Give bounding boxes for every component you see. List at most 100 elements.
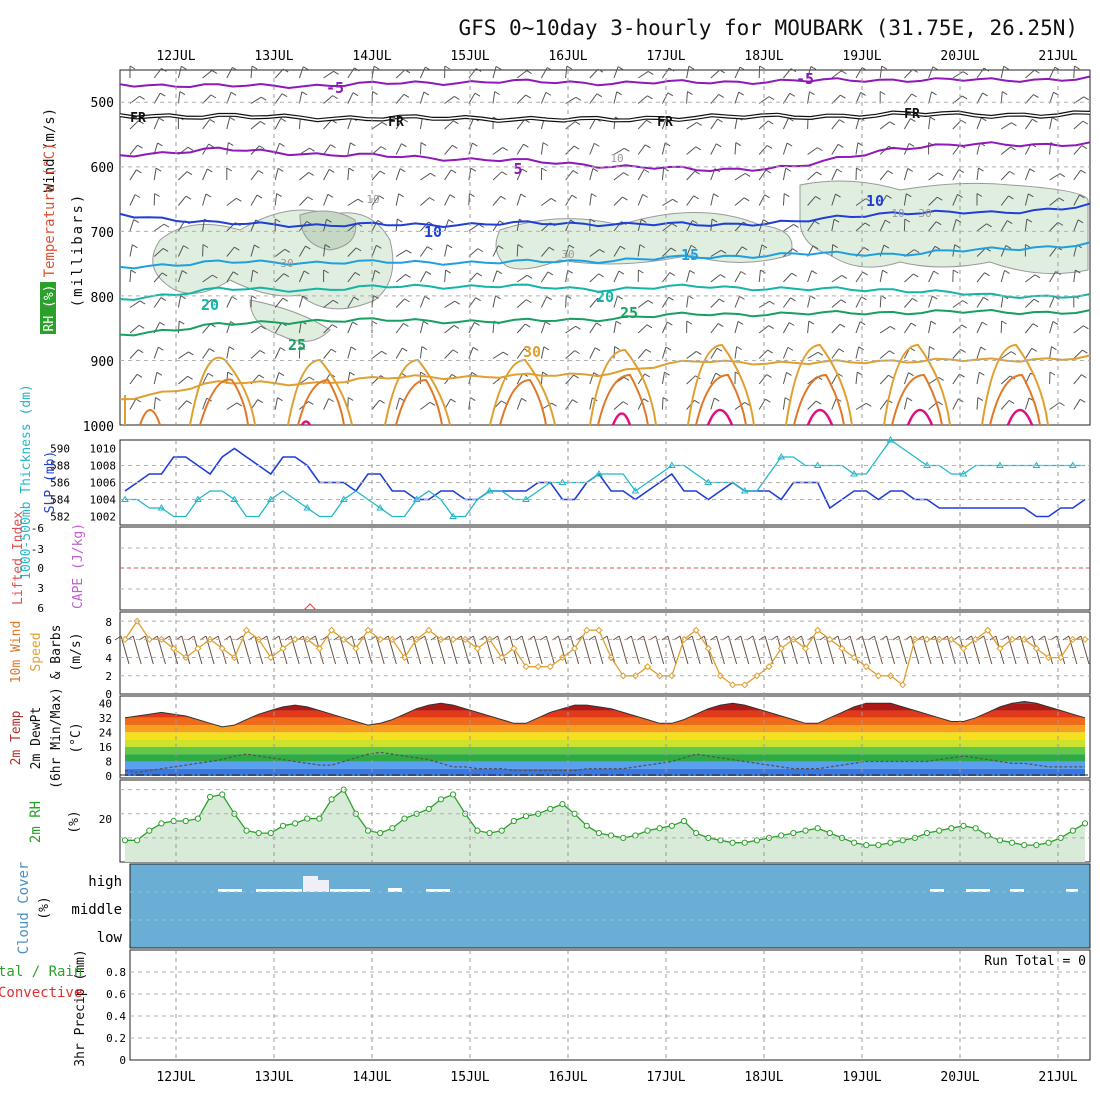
wind-barb-flag <box>548 246 555 251</box>
wind-barb <box>178 400 187 410</box>
wind-barb-flag <box>257 169 264 174</box>
wind-barb <box>492 220 500 232</box>
wind-barb <box>589 118 597 130</box>
lifted-index-ticks: -6 -3 0 3 6 <box>31 522 44 615</box>
wind-barb <box>540 372 543 385</box>
surface-barb <box>242 635 251 665</box>
wind-barb-flag <box>906 397 913 402</box>
wind-barb-flag <box>696 351 702 355</box>
surface-barb <box>521 635 531 665</box>
isotherm-label: 25 <box>288 336 306 354</box>
wind-barb <box>710 193 714 206</box>
cloud-segment <box>426 889 450 892</box>
wind-barb-flag <box>667 92 674 97</box>
wind-barb-flag <box>429 401 436 406</box>
wind-barb <box>613 66 619 79</box>
wind-speed-marker <box>571 644 579 652</box>
bottom-date-label: 17JUL <box>646 1070 685 1085</box>
rh-marker <box>595 829 603 837</box>
wind-barb-flag <box>517 244 524 248</box>
wind-barb <box>323 169 330 181</box>
wind-barb <box>540 346 545 359</box>
wind-barb <box>178 351 189 359</box>
wind-barb-flag <box>906 193 912 198</box>
rh-marker <box>304 815 311 822</box>
wind-barb <box>734 173 746 181</box>
wind-barb-flag <box>981 117 987 122</box>
rh-marker <box>486 829 493 837</box>
wind-barb-flag <box>719 274 726 279</box>
wind-barb <box>831 373 839 385</box>
wind-speed-marker <box>668 672 676 680</box>
wind-barb-flag <box>1033 298 1040 303</box>
wind-barb <box>492 245 499 257</box>
wind-speed-marker <box>279 644 287 652</box>
temperature-band <box>125 761 1085 769</box>
wind-barb <box>879 66 883 79</box>
wind-barb <box>274 397 278 410</box>
wind-barb-flag <box>542 371 548 376</box>
surface-barb <box>898 635 908 665</box>
wind-barb-flag <box>885 219 891 224</box>
wind-barb <box>928 270 935 283</box>
top-date-label: 12JUL <box>156 49 195 64</box>
wind-barb-flag <box>502 147 508 151</box>
wind-barb <box>928 196 938 206</box>
wind-barb-flag <box>766 374 772 378</box>
wind-barb-flag <box>185 195 192 200</box>
wind-barb-flag <box>159 321 165 326</box>
wind-barb-flag <box>765 169 772 174</box>
wind-barb <box>710 397 715 410</box>
wind-barb <box>565 170 574 181</box>
wind-barb <box>468 322 475 334</box>
wind-barb <box>661 372 665 385</box>
wind-barb <box>879 374 889 385</box>
wind-barb <box>250 96 262 104</box>
wind-barb <box>565 244 570 257</box>
wind-barb <box>129 349 139 359</box>
wind-barb <box>686 351 697 359</box>
wind-barb-flag <box>839 323 846 328</box>
wind-barb-flag <box>453 325 460 329</box>
pressure-tick-label: 900 <box>91 355 114 370</box>
wind-barb <box>589 322 597 334</box>
wind-barb <box>976 397 979 410</box>
surface-barb <box>679 635 689 665</box>
wind-barb-flag <box>551 402 557 407</box>
wind-barb <box>976 67 985 79</box>
wind-barb-flag <box>449 194 456 199</box>
wind-barb-flag <box>616 91 622 96</box>
wind-barb <box>323 244 326 257</box>
wind-barb-flag <box>645 348 652 353</box>
wind-barb-flag <box>961 95 968 100</box>
wind-barb <box>226 296 233 308</box>
wind-barb-flag <box>910 118 916 123</box>
wind-barb <box>855 372 858 385</box>
wind-barb <box>1049 91 1054 104</box>
wind-barb-flag <box>765 398 771 403</box>
wind-barb-flag <box>472 346 479 351</box>
wind-barb-flag <box>1025 244 1031 248</box>
wind-barb <box>589 273 599 283</box>
wind-barb-flag <box>881 65 887 70</box>
wind-barb <box>395 69 406 79</box>
rh-legend-box <box>40 282 56 334</box>
wind-barb-flag <box>982 92 988 97</box>
wind-barb-flag <box>260 325 267 330</box>
wind-barb-flag <box>475 297 481 302</box>
wind-barb <box>637 219 642 232</box>
wind-barb <box>347 142 351 155</box>
wind-barb <box>1073 270 1076 283</box>
slp-marker <box>194 495 202 502</box>
top-date-label: 13JUL <box>254 49 293 64</box>
wind-barb-flag <box>136 169 142 174</box>
wind-barb-flag <box>913 273 919 278</box>
wind-barb-flag <box>323 269 329 274</box>
wind-barb <box>734 91 740 104</box>
wind-barb-flag <box>984 272 990 277</box>
wind-barb-flag <box>403 93 410 98</box>
wind-barb-flag <box>347 397 354 401</box>
wind-barb <box>928 172 939 181</box>
wind-barb-flag <box>396 218 403 223</box>
wind-barb <box>976 168 979 181</box>
